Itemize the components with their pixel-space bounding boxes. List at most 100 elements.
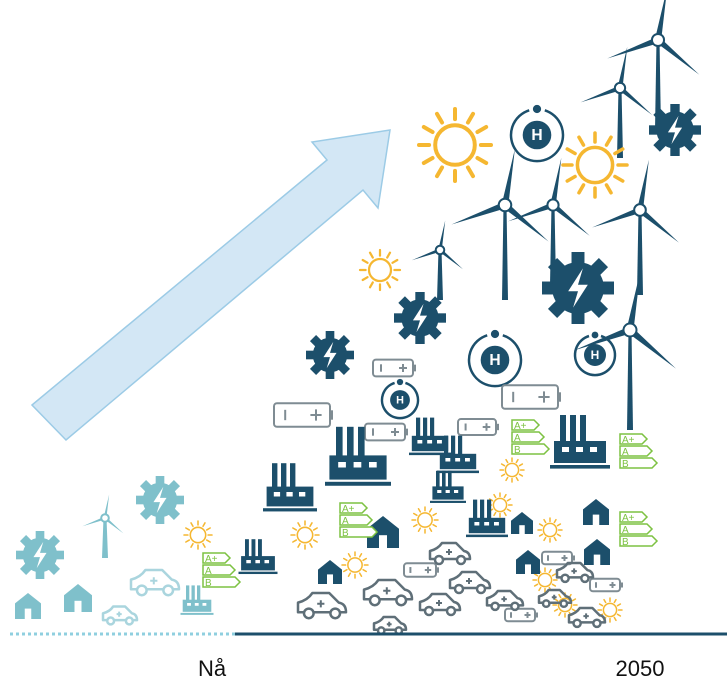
window <box>484 522 489 526</box>
ray <box>504 512 506 515</box>
wheel <box>477 585 485 593</box>
hub <box>634 204 646 216</box>
wheel <box>435 556 443 564</box>
ray <box>392 260 397 263</box>
ray <box>363 260 368 263</box>
window <box>465 458 470 462</box>
window <box>274 492 280 497</box>
ground <box>550 465 610 469</box>
battery <box>458 419 499 435</box>
ray <box>502 464 505 466</box>
sun <box>488 493 512 517</box>
label-class: A+ <box>514 421 527 432</box>
label-now: Nå <box>198 656 227 681</box>
hydrogen-atom: H <box>382 379 418 418</box>
energy-label: A+AB <box>340 503 377 539</box>
ground <box>430 501 466 503</box>
ray <box>310 523 312 526</box>
door <box>379 535 387 548</box>
window <box>474 522 479 526</box>
plug <box>583 613 588 618</box>
icons: A+ABHHHHA+ABA+ABA+ABA+AB <box>15 0 701 634</box>
energy-label: A+AB <box>512 420 549 456</box>
window <box>203 603 207 606</box>
blade <box>637 160 649 211</box>
ray <box>363 570 366 572</box>
ray <box>414 514 417 516</box>
electric-car <box>557 563 593 582</box>
ray <box>392 277 397 280</box>
house <box>15 593 41 619</box>
label-class: A+ <box>342 504 355 515</box>
wheel <box>492 603 499 610</box>
terminal <box>572 555 575 560</box>
window <box>338 462 346 468</box>
wheel <box>330 609 340 619</box>
ray <box>360 573 362 576</box>
plug <box>436 600 442 606</box>
label-class: A+ <box>622 513 635 524</box>
tower <box>102 518 108 558</box>
wind-turbine <box>412 220 463 300</box>
ray <box>310 544 312 547</box>
ray <box>557 534 560 536</box>
factory <box>550 415 610 469</box>
house <box>584 539 610 565</box>
energy-label: A+AB <box>203 553 240 589</box>
ray <box>544 520 546 523</box>
window <box>446 490 450 493</box>
sun <box>538 518 562 542</box>
wind-turbine <box>451 149 548 300</box>
sun <box>342 552 368 578</box>
hydrogen-symbol: H <box>531 127 542 144</box>
window <box>454 490 458 493</box>
gear <box>542 252 614 324</box>
hydrogen-symbol: H <box>396 395 404 407</box>
plug <box>317 600 324 607</box>
ray <box>293 528 296 530</box>
window <box>265 560 270 563</box>
blade <box>627 271 641 331</box>
hydrogen-symbol: H <box>591 348 600 362</box>
ray <box>419 528 421 531</box>
electron <box>533 105 541 113</box>
ray <box>614 617 616 620</box>
terminal <box>405 429 408 436</box>
ray <box>477 158 486 163</box>
ground <box>466 535 508 538</box>
blade <box>502 149 515 206</box>
gear <box>136 476 184 524</box>
battery <box>505 609 538 622</box>
ray <box>433 525 436 527</box>
electric-car <box>420 594 460 615</box>
tower <box>502 205 508 300</box>
ray <box>293 540 296 542</box>
sun-disc <box>369 259 391 281</box>
wheel <box>562 575 569 582</box>
plug <box>446 549 452 555</box>
ray <box>414 525 417 527</box>
sun-disc <box>297 527 312 542</box>
window <box>437 440 442 444</box>
label-class: A <box>622 525 629 536</box>
ray <box>191 523 193 526</box>
window <box>299 492 305 497</box>
label-class: A <box>622 447 629 458</box>
battery <box>590 579 623 592</box>
sun-disc <box>435 125 475 165</box>
ray <box>552 584 555 586</box>
wheel <box>137 586 147 596</box>
house <box>511 512 533 534</box>
electric-car <box>430 543 470 564</box>
sun <box>500 458 524 482</box>
ray <box>387 282 390 287</box>
hub <box>499 199 512 212</box>
ray <box>344 559 347 561</box>
ray <box>535 584 538 586</box>
ray <box>519 464 522 466</box>
ray <box>370 282 373 287</box>
electron <box>397 379 403 385</box>
ray <box>506 460 508 463</box>
sun-disc <box>190 527 205 542</box>
plug <box>501 596 506 601</box>
